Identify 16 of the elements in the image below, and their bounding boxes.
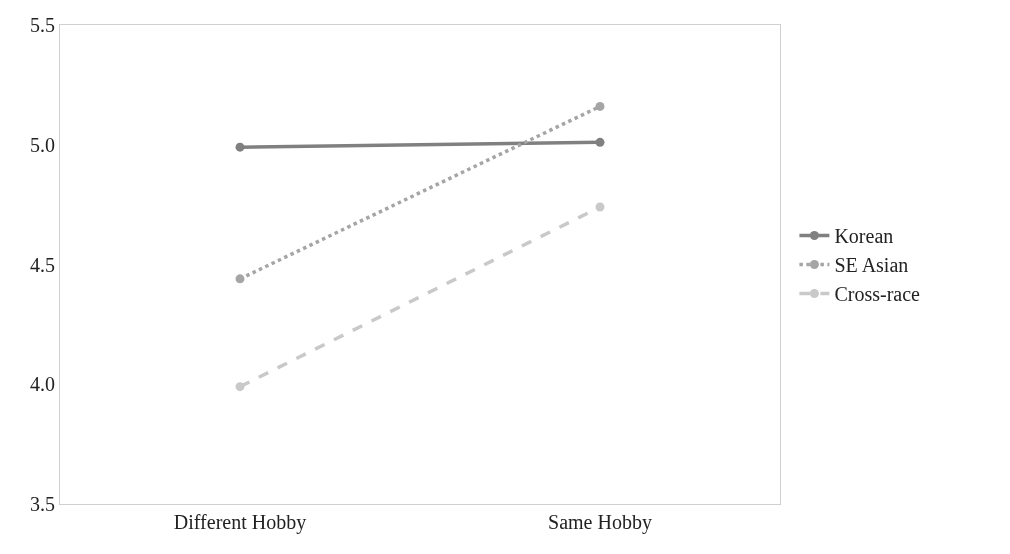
legend-label: SE Asian (834, 254, 909, 277)
y-tick-label: 4.5 (30, 253, 55, 276)
point (595, 137, 605, 147)
point (595, 101, 605, 111)
point (235, 274, 245, 284)
y-tick-label: 3.5 (30, 493, 55, 515)
legend-label: Korean (834, 225, 894, 248)
x-tick-label: Different Hobby (173, 511, 307, 534)
x-tick-label: Same Hobby (548, 511, 652, 534)
point (595, 202, 605, 212)
y-tick-label: 4.0 (30, 373, 55, 396)
point (235, 382, 245, 392)
point (235, 142, 245, 152)
y-tick-label: 5.5 (30, 14, 55, 36)
y-tick-label: 5.0 (30, 133, 55, 156)
legend-label: Cross-race (834, 283, 921, 306)
